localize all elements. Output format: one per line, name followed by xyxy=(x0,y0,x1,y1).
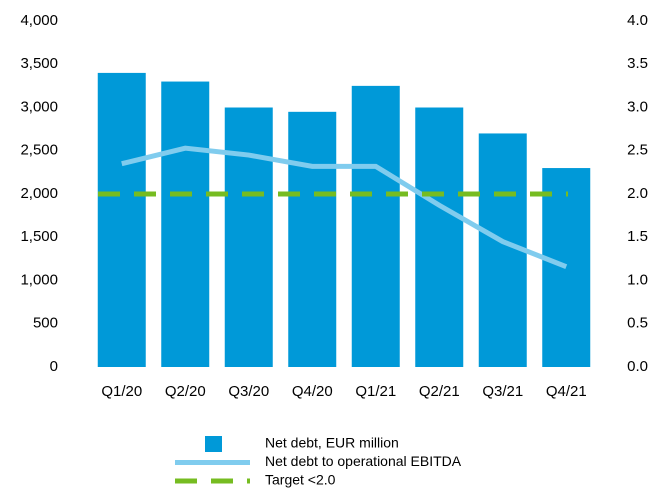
y2-tick-label: 3.5 xyxy=(627,55,648,72)
x-tick-label: Q1/21 xyxy=(355,383,396,400)
x-tick-label: Q4/20 xyxy=(292,383,333,400)
y-tick-label: 2,500 xyxy=(20,142,58,159)
y2-tick-label: 0.5 xyxy=(627,315,648,332)
y2-tick-label: 1.0 xyxy=(627,271,648,288)
x-tick-label: Q1/20 xyxy=(101,383,142,400)
bar xyxy=(288,111,337,367)
bar xyxy=(97,72,146,368)
y-tick-label: 1,500 xyxy=(20,228,58,245)
y2-tick-label: 2.0 xyxy=(627,185,648,202)
legend-label: Net debt to operational EBITDA xyxy=(265,453,462,469)
bar xyxy=(161,81,210,368)
y2-tick-label: 4.0 xyxy=(627,12,648,29)
bar xyxy=(351,85,400,367)
ratio-line xyxy=(121,145,568,269)
y2-tick-label: 0.0 xyxy=(627,358,648,375)
x-tick-label: Q2/21 xyxy=(419,383,460,400)
x-tick-label: Q2/20 xyxy=(165,383,206,400)
bar xyxy=(542,168,591,367)
y-tick-label: 2,000 xyxy=(20,185,58,202)
y2-tick-label: 2.5 xyxy=(627,142,648,159)
legend-swatch xyxy=(205,436,222,452)
x-tick-label: Q3/20 xyxy=(228,383,269,400)
bar xyxy=(415,107,464,367)
y-tick-label: 3,500 xyxy=(20,55,58,72)
y-tick-label: 0 xyxy=(50,358,58,375)
bar xyxy=(224,107,273,367)
y-tick-label: 4,000 xyxy=(20,12,58,29)
x-tick-label: Q3/21 xyxy=(482,383,523,400)
y2-tick-label: 1.5 xyxy=(627,228,648,245)
y-tick-label: 500 xyxy=(33,315,58,332)
y-tick-label: 1,000 xyxy=(20,271,58,288)
legend-label: Net debt, EUR million xyxy=(265,435,399,451)
x-tick-label: Q4/21 xyxy=(546,383,587,400)
y2-tick-label: 3.0 xyxy=(627,98,648,115)
y-tick-label: 3,000 xyxy=(20,98,58,115)
legend-label: Target <2.0 xyxy=(265,472,336,488)
